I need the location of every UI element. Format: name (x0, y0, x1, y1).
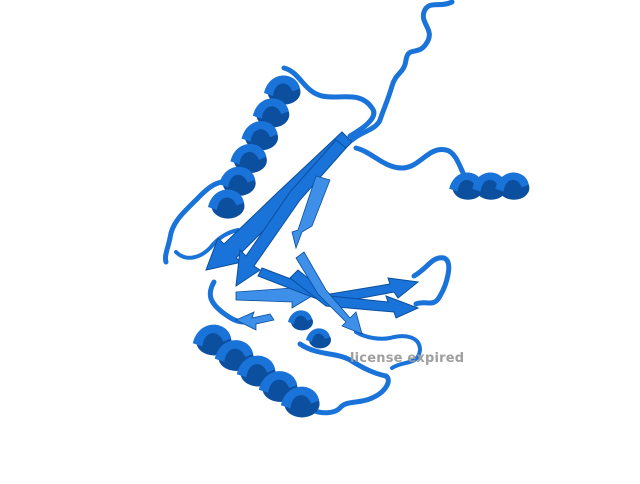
helix-alpha-4 (288, 310, 331, 349)
helix-turn-front (252, 98, 289, 119)
helix-turn-front (288, 310, 312, 324)
helix-turn-front (264, 75, 300, 96)
loop-mid-left (207, 279, 247, 325)
helix-turn-front (258, 371, 298, 393)
beta-strand-3 (289, 269, 420, 319)
helix-turn-front (472, 172, 506, 192)
helix-alpha-3 (449, 172, 530, 200)
helix-turn-front (192, 324, 232, 347)
helix-turn-front (236, 355, 276, 378)
helix-alpha-2 (192, 324, 320, 418)
helix-turn-front (449, 172, 483, 192)
beta-strand-4 (295, 251, 363, 335)
helix-turn-front (214, 340, 254, 362)
beta-strand-7 (291, 175, 331, 250)
helix-alpha-1 (208, 75, 301, 219)
loop-lower-right (411, 255, 452, 307)
helix-turn-front (306, 328, 330, 342)
helix-turn-front (495, 172, 529, 192)
loop-bottom-2 (354, 330, 422, 370)
helix-turn-front (280, 386, 320, 409)
loop-left (163, 178, 239, 265)
beta-sheet (205, 131, 420, 335)
loop-right (353, 145, 473, 189)
terminal-coil (349, 0, 455, 143)
helix-turn-front (241, 121, 278, 142)
loop-left-lower (174, 228, 240, 260)
helix-turn-front (230, 143, 267, 165)
loop-bottom (297, 341, 391, 416)
helix-turn-front (219, 166, 256, 188)
beta-strand-8 (235, 311, 275, 331)
helix-turn-front (208, 189, 244, 210)
beta-strand-2 (257, 267, 420, 305)
loop-top (281, 65, 377, 139)
